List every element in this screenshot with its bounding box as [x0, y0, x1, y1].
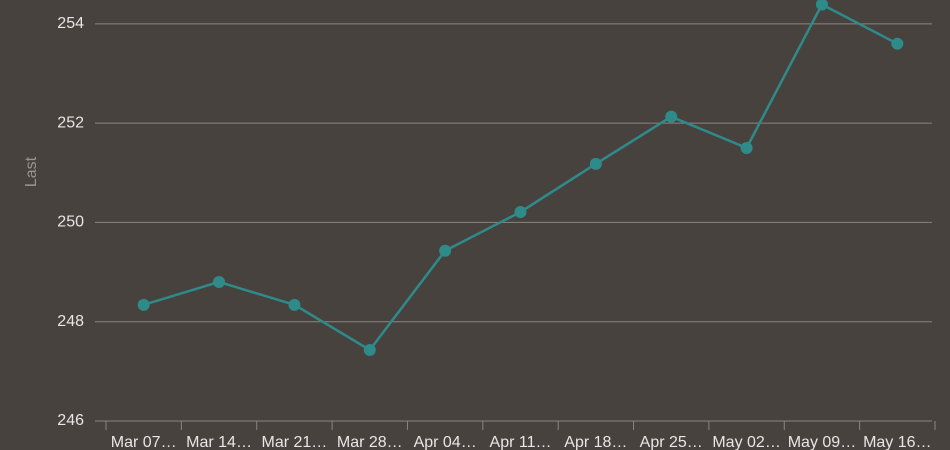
x-tick-label: May 16… [863, 434, 931, 450]
x-tick-label: May 09… [788, 434, 856, 450]
point [514, 205, 527, 218]
y-axis-label: Last [23, 156, 40, 187]
x-tick-label: May 02… [712, 434, 780, 450]
point [439, 244, 452, 257]
x-tick-label: Mar 21… [262, 434, 328, 450]
x-tick-label: Apr 04… [414, 434, 477, 450]
x-tick-label: Apr 18… [564, 434, 627, 450]
point [665, 110, 678, 123]
y-tick-label: 248 [57, 313, 84, 330]
y-tick-label: 250 [57, 214, 84, 231]
x-tick-label: Apr 25… [640, 434, 703, 450]
point [589, 157, 602, 170]
point [891, 37, 904, 50]
x-tick-label: Apr 11… [490, 434, 552, 450]
y-tick-label: 246 [57, 412, 84, 429]
point [815, 0, 828, 11]
point [288, 298, 301, 311]
point [363, 344, 376, 357]
point [740, 141, 753, 154]
point [137, 298, 150, 311]
y-tick-label: 252 [57, 114, 84, 131]
x-tick-label: Mar 14… [186, 434, 252, 450]
x-tick-label: Mar 07… [111, 434, 177, 450]
x-tick-label: Mar 28… [337, 434, 403, 450]
point [213, 275, 226, 288]
y-tick-label: 254 [57, 15, 84, 32]
